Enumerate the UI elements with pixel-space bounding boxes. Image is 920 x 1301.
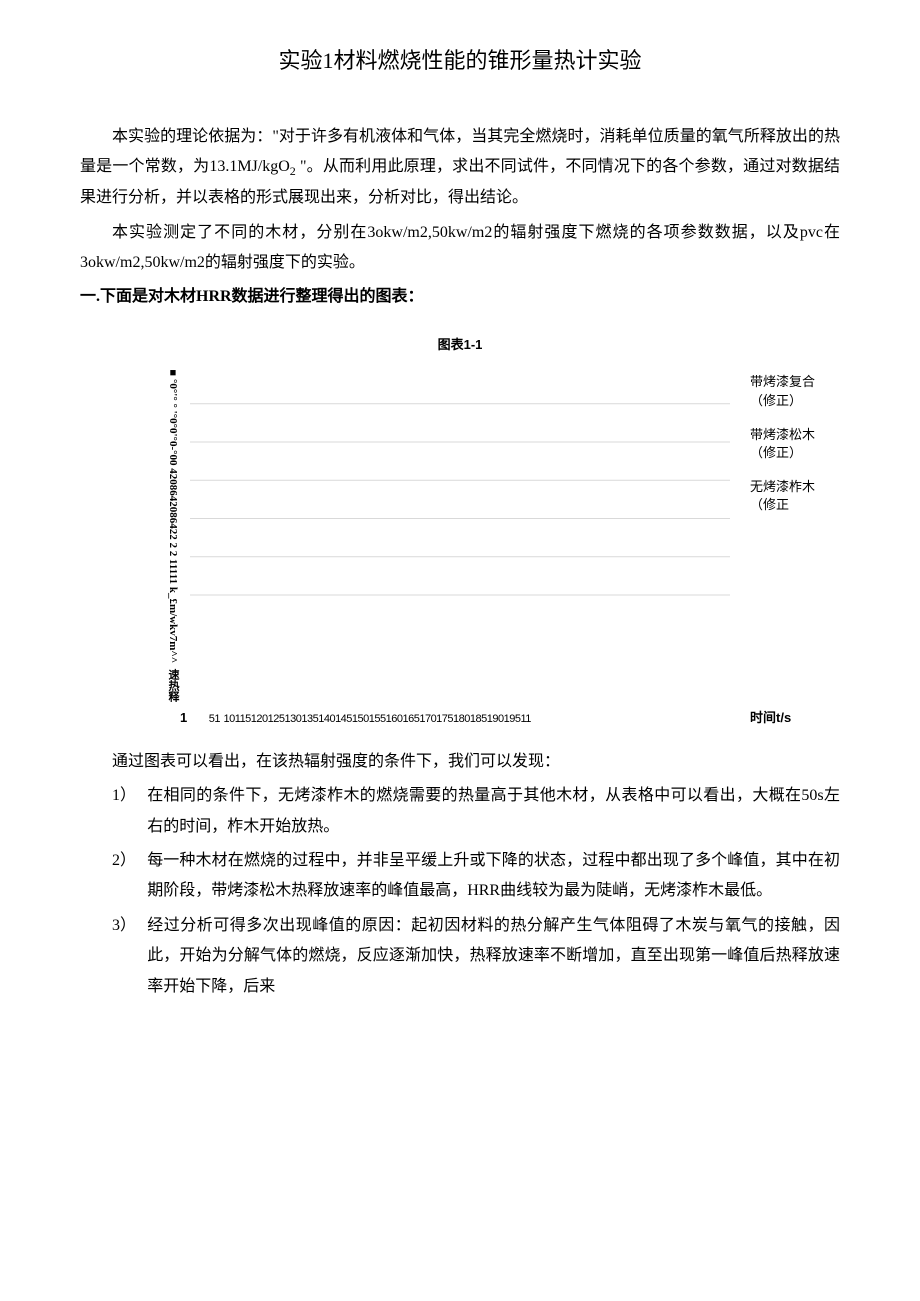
chart-container: ■°0°'° ° '°0°0'°0-°00 4208642086422 2 2 …	[80, 367, 840, 702]
chart-plot-area	[180, 367, 750, 607]
x-tick-first: 1	[180, 710, 187, 725]
list-body-3: 经过分析可得多次出现峰值的原因：起初因材料的热分解产生气体阻碍了木炭与氧气的接触…	[147, 911, 840, 1002]
list-num-1: 1）	[112, 781, 147, 842]
x-axis-ticks: 1 51 101151201251301351401451501551601651…	[180, 706, 750, 731]
legend-item-3: 无烤漆柞木（修正	[750, 478, 840, 514]
page-title: 实验1材料燃烧性能的锥形量热计实验	[80, 40, 840, 82]
list-num-2: 2）	[112, 846, 147, 907]
list-body-2: 每一种木材在燃烧的过程中，并非呈平缓上升或下降的状态，过程中都出现了多个峰值，其…	[147, 846, 840, 907]
list-item-1: 1） 在相同的条件下，无烤漆柞木的燃烧需要的热量高于其他木材，从表格中可以看出，…	[80, 781, 840, 842]
x-axis-label: 时间t/s	[750, 706, 840, 731]
section-1-heading: 一.下面是对木材HRR数据进行整理得出的图表：	[80, 282, 840, 312]
list-item-3: 3） 经过分析可得多次出现峰值的原因：起初因材料的热分解产生气体阻碍了木炭与氧气…	[80, 911, 840, 1002]
legend-item-2: 带烤漆松木（修正）	[750, 426, 840, 462]
legend-item-1: 带烤漆复合（修正）	[750, 373, 840, 409]
chart-legend: 带烤漆复合（修正） 带烤漆松木（修正） 无烤漆柞木（修正	[750, 367, 840, 702]
x-ticks-rest: 51 1011512012513013514014515015516016517…	[209, 713, 531, 725]
intro-paragraph-1: 本实验的理论依据为："对于许多有机液体和气体，当其完全燃烧时，消耗单位质量的氧气…	[80, 122, 840, 214]
x-axis-row: 1 51 101151201251301351401451501551601651…	[80, 706, 840, 731]
y-axis-values: ■°0°'° ° '°0°0'°0-°00 4208642086422 2 2 …	[166, 367, 180, 702]
list-num-3: 3）	[112, 911, 147, 1002]
chart-title: 图表1-1	[80, 333, 840, 358]
observation-lead: 通过图表可以看出，在该热辐射强度的条件下，我们可以发现：	[80, 747, 840, 777]
list-body-1: 在相同的条件下，无烤漆柞木的燃烧需要的热量高于其他木材，从表格中可以看出，大概在…	[147, 781, 840, 842]
intro-paragraph-2: 本实验测定了不同的木材，分别在3okw/m2,50kw/m2的辐射强度下燃烧的各…	[80, 218, 840, 279]
list-item-2: 2） 每一种木材在燃烧的过程中，并非呈平缓上升或下降的状态，过程中都出现了多个峰…	[80, 846, 840, 907]
y-axis-label-area: ■°0°'° ° '°0°0'°0-°00 4208642086422 2 2 …	[110, 367, 180, 702]
chart-svg	[180, 367, 740, 607]
